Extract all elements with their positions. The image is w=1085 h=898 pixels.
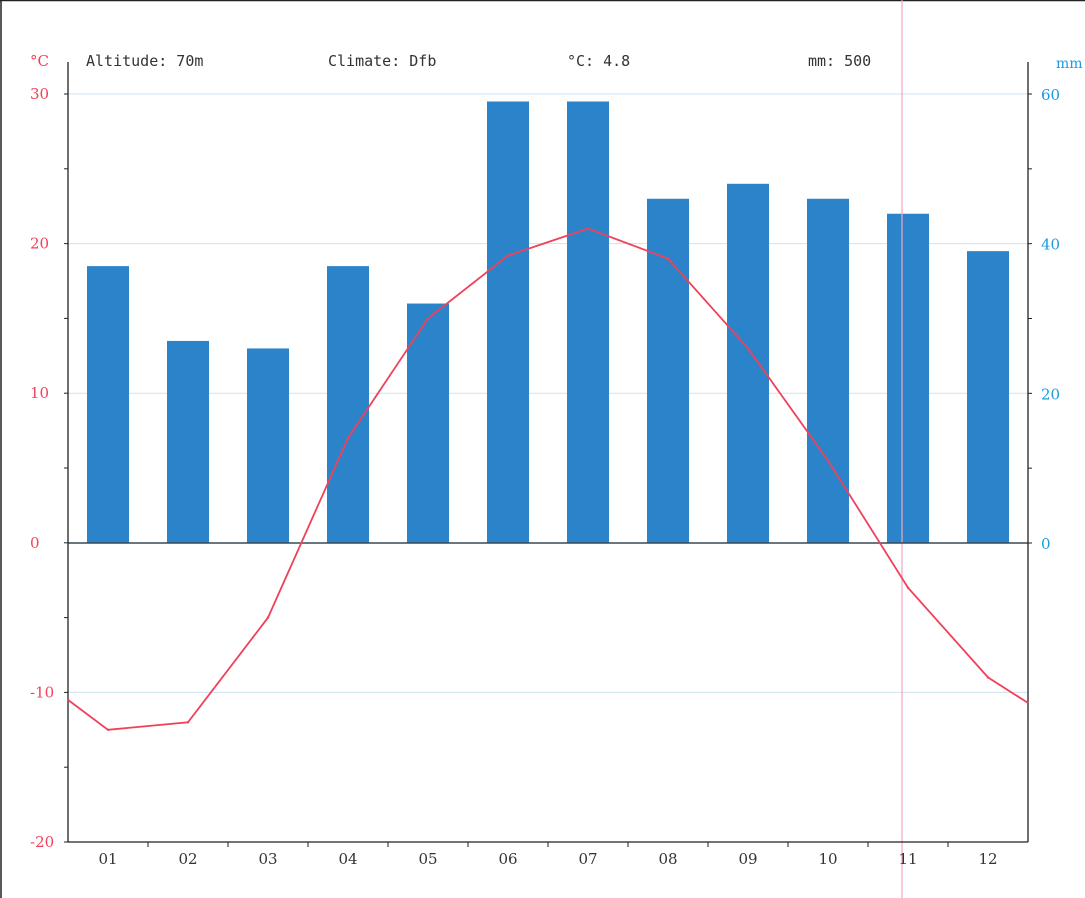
precip-bar	[727, 183, 769, 544]
temperature-point	[746, 347, 750, 350]
header-layer: °C Altitude: 70m Climate: Dfb °C: 4.8 mm…	[30, 52, 1083, 72]
precip-bar	[487, 101, 529, 543]
temperature-point	[346, 436, 350, 440]
precip-bar	[247, 348, 289, 543]
right-tick-label: 60	[1041, 86, 1060, 104]
precip-bar	[167, 340, 209, 543]
x-tick-label: 11	[898, 850, 917, 868]
temperature-point	[826, 459, 830, 462]
precip-bar	[647, 198, 689, 543]
x-tick-label: 03	[258, 850, 277, 868]
temperature-point	[586, 227, 590, 230]
grid-layer	[68, 93, 1028, 693]
header-altitude: Altitude: 70m	[86, 52, 203, 70]
right-axis-unit: mm	[1056, 56, 1083, 72]
x-tick-label: 01	[98, 850, 117, 868]
temperature-point	[186, 721, 190, 724]
right-tick-label: 20	[1041, 385, 1060, 403]
x-tick-label: 06	[498, 850, 517, 868]
axis-layer: -20 -10 0 10 20 30 0 20 40 60 01 02 03 04 05 06 07 08 09 10…	[30, 0, 1060, 898]
precip-bar	[807, 198, 849, 543]
left-axis-unit: °C	[30, 52, 49, 70]
temperature-point	[666, 257, 670, 260]
temperature-point	[266, 616, 270, 619]
header-climate: Climate: Dfb	[328, 52, 436, 70]
bar-layer	[87, 101, 1009, 544]
precip-bar	[567, 101, 609, 543]
precip-bar	[967, 251, 1009, 543]
left-tick-label: -10	[30, 683, 54, 701]
temperature-line	[67, 227, 1029, 731]
x-tick-label: 02	[178, 850, 197, 868]
precip-bar	[327, 266, 369, 543]
right-tick-label: 40	[1041, 236, 1060, 254]
right-tick-label: 0	[1041, 535, 1051, 553]
x-tick-label: 07	[578, 850, 597, 868]
precip-bar	[407, 303, 449, 543]
left-tick-label: -20	[30, 833, 54, 851]
temperature-point	[506, 254, 510, 257]
left-tick-label: 30	[30, 85, 49, 103]
x-tick-label: 10	[818, 850, 837, 868]
x-tick-label: 09	[738, 850, 757, 868]
left-tick-label: 10	[30, 384, 49, 402]
x-tick-label: 08	[658, 850, 677, 868]
temperature-point	[106, 728, 110, 731]
precip-bar	[887, 213, 929, 543]
header-temp: °C: 4.8	[567, 52, 630, 70]
header-precip: mm: 500	[808, 52, 871, 70]
left-tick-label: 20	[30, 235, 49, 253]
line-layer	[67, 227, 1029, 731]
x-tick-label: 12	[978, 850, 997, 868]
left-tick-label: 0	[30, 534, 40, 552]
x-tick-label: 04	[338, 850, 357, 868]
temperature-point	[426, 317, 430, 320]
temperature-point	[986, 676, 990, 679]
x-tick-label: 05	[418, 850, 437, 868]
precip-bar	[87, 266, 129, 543]
temperature-point	[906, 586, 910, 589]
